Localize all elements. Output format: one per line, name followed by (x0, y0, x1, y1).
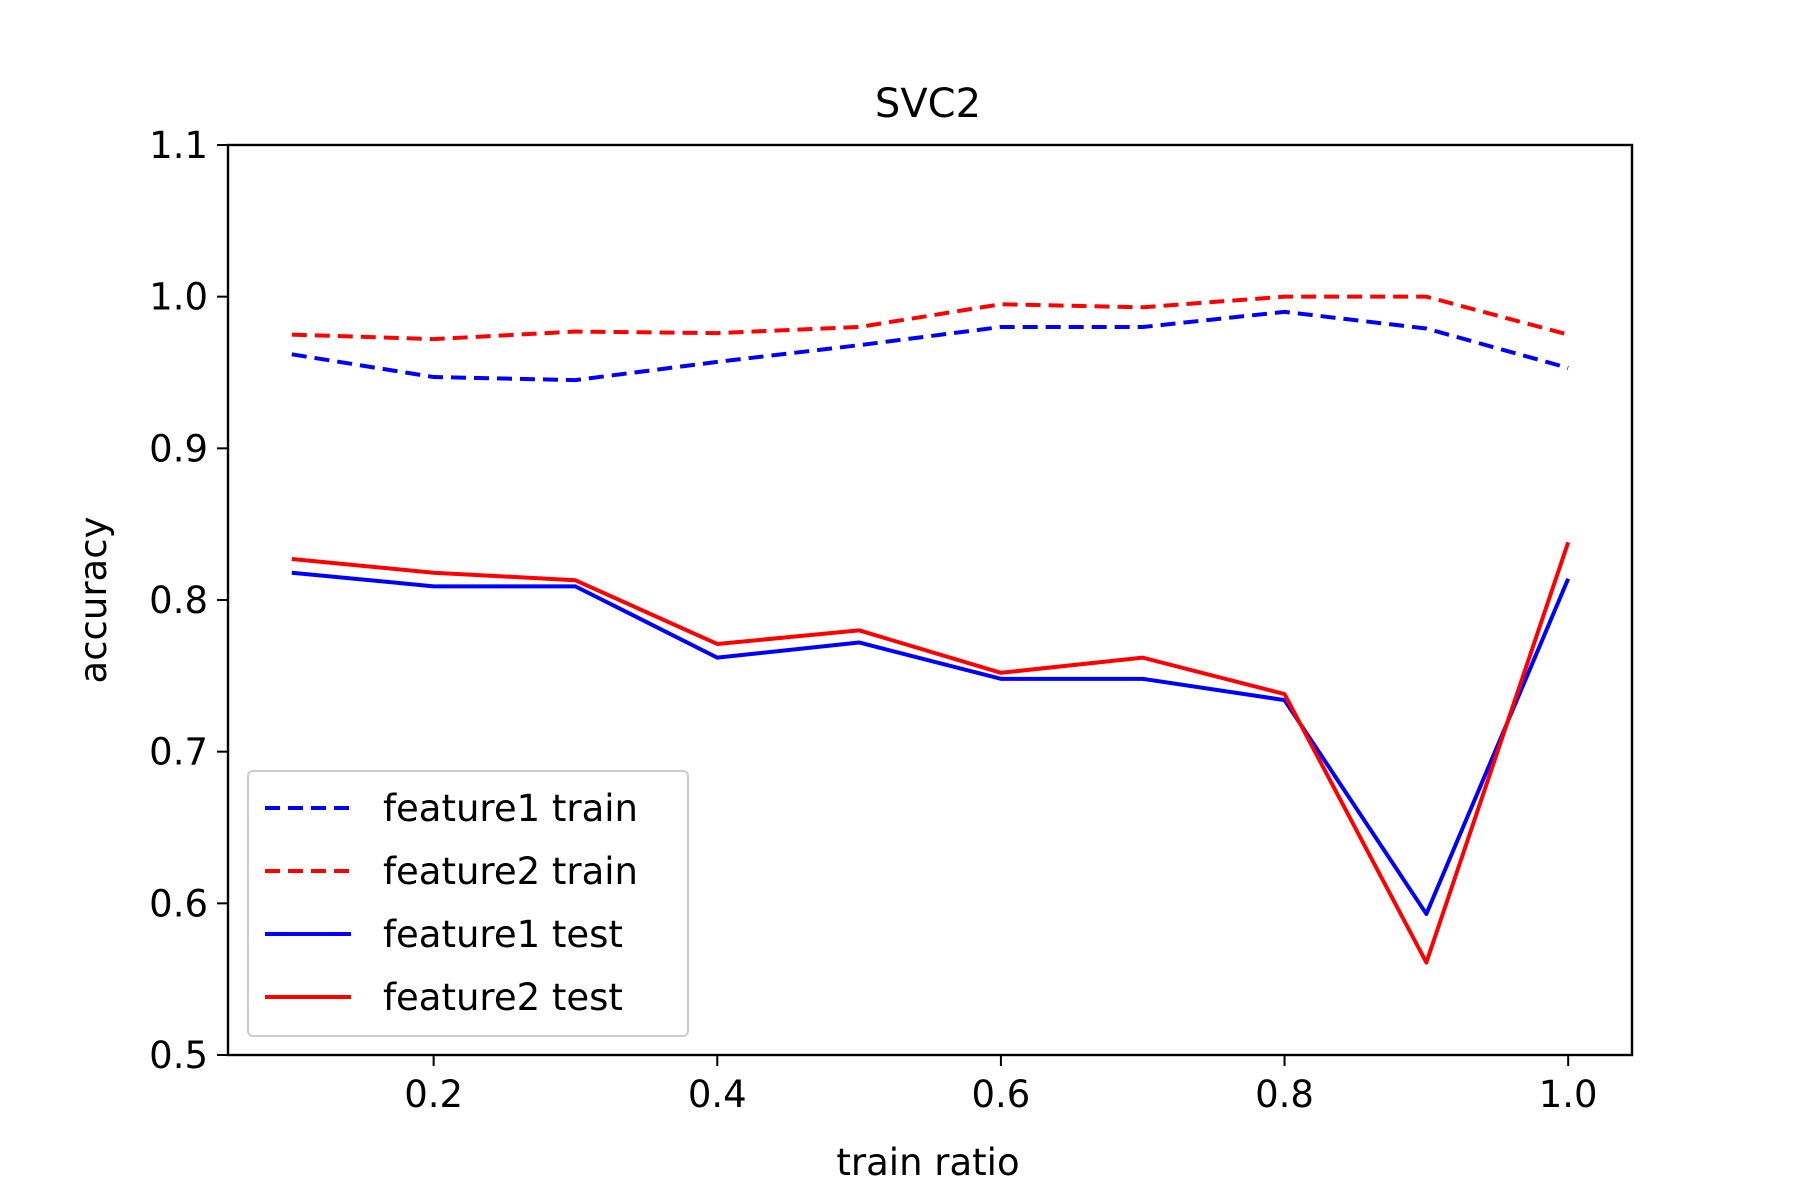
legend-label: feature2 train (383, 850, 638, 893)
x-axis-label: train ratio (836, 1141, 1019, 1184)
y-axis-ticks: 0.5 0.6 0.7 0.8 0.9 1.0 1.1 (149, 124, 228, 1077)
x-tick-label: 1.0 (1539, 1073, 1598, 1116)
x-tick-label: 0.8 (1255, 1073, 1314, 1116)
x-tick-label: 0.4 (688, 1073, 747, 1116)
y-tick-label: 0.8 (149, 579, 208, 622)
x-tick-label: 0.2 (404, 1073, 463, 1116)
legend: feature1 train feature2 train feature1 tes… (247, 770, 689, 1037)
series-line-feature1-train (291, 309, 1569, 383)
series-line-feature2-train (291, 294, 1569, 342)
legend-label: feature1 train (383, 787, 638, 830)
x-tick-label: 0.6 (971, 1073, 1030, 1116)
y-tick-label: 0.5 (149, 1034, 208, 1077)
legend-box (247, 770, 689, 1037)
y-tick-label: 1.0 (149, 276, 208, 319)
legend-label: feature2 test (383, 976, 623, 1019)
chart-title: SVC2 (875, 81, 981, 127)
plot-area (291, 294, 1571, 965)
y-tick-label: 1.1 (149, 124, 208, 167)
series-line-feature1-test (291, 570, 1571, 916)
legend-label: feature1 test (383, 913, 623, 956)
y-tick-label: 0.7 (149, 731, 208, 774)
series-line-feature2-test (291, 541, 1571, 965)
x-axis-ticks: 0.2 0.4 0.6 0.8 1.0 (404, 1055, 1598, 1116)
y-axis-label: accuracy (72, 517, 115, 684)
y-tick-label: 0.9 (149, 427, 208, 470)
y-tick-label: 0.6 (149, 882, 208, 925)
